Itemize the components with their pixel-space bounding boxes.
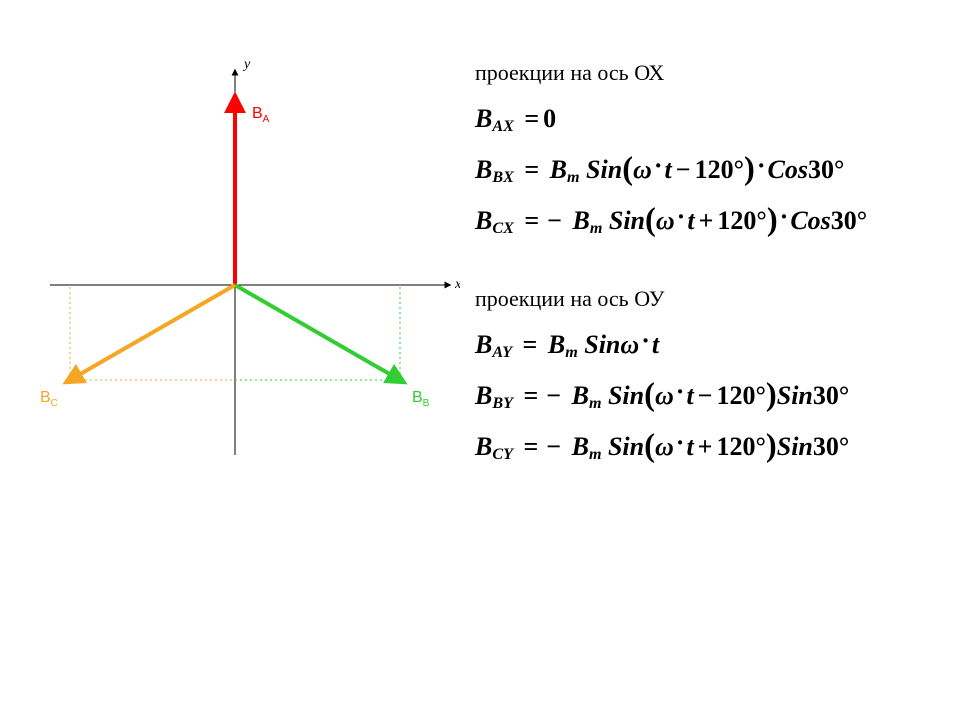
eq-bax: BAX =0: [475, 104, 945, 136]
vector-diagram: x y BA BB BC: [30, 40, 460, 460]
section-title-oy: проекции на ось ОУ: [475, 286, 945, 312]
label-bc: BC: [40, 389, 58, 409]
equations-block: проекции на ось ОХ BAX =0 BBX = Bm Sin(ω…: [475, 60, 945, 478]
eq-bcy: BCY =− Bm Sin(ω·t+120°)Sin30°: [475, 427, 945, 464]
vector-bb: [235, 285, 400, 380]
eq-bbx: BBX = Bm Sin(ω·t−120°)·Cos30°: [475, 150, 945, 187]
vector-bc: [70, 285, 235, 380]
label-ba: BA: [252, 105, 270, 125]
x-axis-label: x: [454, 277, 460, 292]
eq-bay: BAY = Bm Sinω·t: [475, 330, 945, 362]
eq-bcx: BCX =− Bm Sin(ω·t+120°)·Cos30°: [475, 201, 945, 238]
section-title-ox: проекции на ось ОХ: [475, 60, 945, 86]
label-bb: BB: [412, 389, 430, 409]
y-axis-label: y: [242, 57, 251, 72]
eq-bby: BBY =− Bm Sin(ω·t−120°)Sin30°: [475, 376, 945, 413]
